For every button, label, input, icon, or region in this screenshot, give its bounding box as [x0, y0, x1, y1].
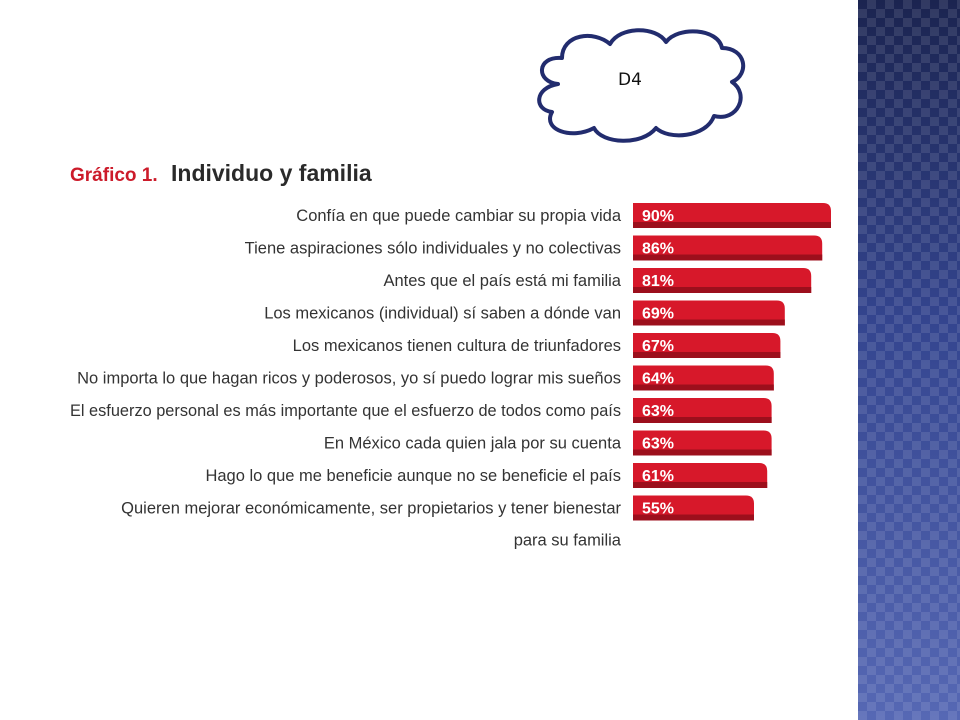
bar-5 [633, 333, 781, 358]
bar-value-label-1: 90% [642, 208, 674, 225]
bar-shadow-8 [633, 449, 772, 456]
bar-1 [633, 203, 831, 228]
category-label-2: Tiene aspiraciones sólo individuales y n… [245, 240, 621, 258]
bar-value-label-7: 63% [642, 403, 674, 420]
bar-6 [633, 365, 774, 391]
category-label-3: Antes que el país está mi familia [383, 272, 621, 290]
bar-shadow-5 [633, 352, 781, 358]
category-label-5: Los mexicanos tienen cultura de triunfad… [293, 337, 621, 355]
category-label-4: Los mexicanos (individual) sí saben a dó… [264, 305, 621, 323]
bar-value-label-8: 63% [642, 436, 674, 453]
cloud-callout-label: D4 [618, 70, 642, 90]
bar-shadow-7 [633, 417, 772, 423]
bar-shadow-2 [633, 254, 823, 261]
bar-2 [633, 235, 823, 261]
bar-value-label-2: 86% [642, 241, 674, 258]
category-label-6: No importa lo que hagan ricos y poderoso… [77, 370, 621, 388]
bar-shadow-10 [633, 514, 754, 521]
category-label-1: Confía en que puede cambiar su propia vi… [296, 207, 622, 225]
category-label-9: Hago lo que me beneficie aunque no se be… [205, 467, 621, 485]
bar-chart: Gráfico 1. Individuo y familia 90% Confía… [70, 160, 831, 550]
chart-title-prefix: Gráfico 1. [70, 165, 158, 186]
bar-shadow-4 [633, 319, 785, 326]
category-label-10: Quieren mejorar económicamente, ser prop… [121, 500, 622, 550]
bar-shadow-1 [633, 222, 831, 228]
category-label-8: En México cada quien jala por su cuenta [324, 435, 622, 453]
bar-8 [633, 430, 772, 456]
bar-9 [633, 463, 768, 488]
bar-7 [633, 398, 772, 423]
chart-title: Individuo y familia [171, 160, 372, 186]
bar-4 [633, 300, 785, 326]
bar-value-label-5: 67% [642, 338, 674, 355]
bar-3 [633, 268, 812, 293]
bar-shadow-9 [633, 482, 768, 488]
cloud-callout-shape [537, 28, 746, 143]
bar-value-label-4: 69% [642, 306, 674, 323]
decorative-side-panel [858, 0, 960, 720]
bar-shadow-3 [633, 287, 812, 293]
bar-value-label-6: 64% [642, 371, 674, 388]
bar-value-label-10: 55% [642, 501, 674, 518]
bar-10 [633, 495, 754, 521]
bar-shadow-6 [633, 384, 774, 391]
category-label-7: El esfuerzo personal es más importante q… [70, 402, 621, 420]
bar-value-label-3: 81% [642, 273, 674, 290]
bar-value-label-9: 61% [642, 468, 674, 485]
